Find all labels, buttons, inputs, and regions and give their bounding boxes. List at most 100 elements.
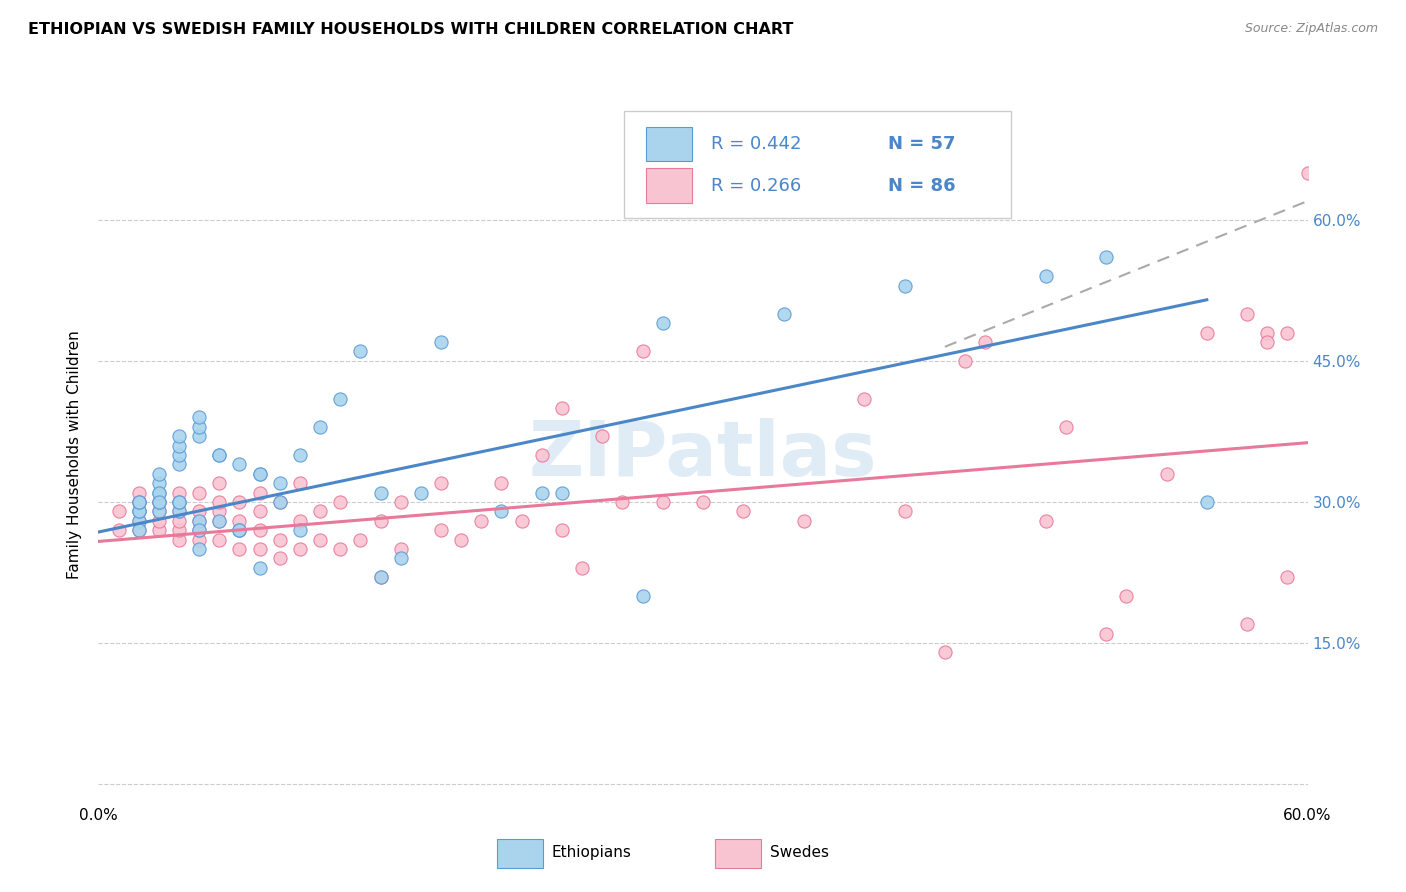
Point <box>772 307 794 321</box>
Point <box>148 467 170 481</box>
Text: R = 0.266: R = 0.266 <box>711 177 801 194</box>
Point <box>450 533 472 547</box>
Point <box>249 467 271 481</box>
Point <box>249 560 271 574</box>
Point <box>148 495 170 509</box>
Point <box>128 495 150 509</box>
Point <box>148 485 170 500</box>
Point <box>974 335 997 350</box>
Point <box>228 523 250 537</box>
Text: Swedes: Swedes <box>769 846 828 861</box>
Point <box>1236 307 1258 321</box>
Point <box>228 541 250 556</box>
Point <box>733 504 755 518</box>
Point <box>491 476 513 491</box>
Point <box>128 523 150 537</box>
Point <box>631 344 654 359</box>
Point <box>591 429 613 443</box>
Point <box>208 514 231 528</box>
Point <box>370 570 392 584</box>
Point <box>128 504 150 518</box>
Point <box>249 467 271 481</box>
Point <box>510 514 533 528</box>
Point <box>430 523 453 537</box>
Text: R = 0.442: R = 0.442 <box>711 135 801 153</box>
FancyBboxPatch shape <box>647 127 692 161</box>
Text: Source: ZipAtlas.com: Source: ZipAtlas.com <box>1244 22 1378 36</box>
Point <box>1054 419 1077 434</box>
Point <box>167 514 190 528</box>
Point <box>148 523 170 537</box>
Point <box>128 495 150 509</box>
Point <box>631 589 654 603</box>
Point <box>167 438 190 452</box>
Point <box>167 504 190 518</box>
Point <box>128 485 150 500</box>
Point <box>491 504 513 518</box>
Point <box>329 541 352 556</box>
Point <box>1156 467 1178 481</box>
Point <box>208 448 231 462</box>
Text: Ethiopians: Ethiopians <box>553 846 631 861</box>
Point <box>208 476 231 491</box>
Point <box>953 354 976 368</box>
Point <box>228 523 250 537</box>
Point <box>208 448 231 462</box>
Point <box>530 485 553 500</box>
Point <box>228 523 250 537</box>
Point <box>249 523 271 537</box>
Point <box>148 495 170 509</box>
Point <box>309 533 332 547</box>
Point <box>167 429 190 443</box>
Text: N = 57: N = 57 <box>889 135 956 153</box>
Point <box>1236 617 1258 632</box>
Point <box>269 533 291 547</box>
Point <box>148 495 170 509</box>
Point <box>269 495 291 509</box>
Point <box>269 495 291 509</box>
Point <box>1035 269 1057 284</box>
Point <box>288 523 311 537</box>
Point <box>349 533 371 547</box>
Point <box>249 541 271 556</box>
Point <box>1256 326 1278 340</box>
Point <box>934 645 956 659</box>
Point <box>128 495 150 509</box>
Point <box>148 514 170 528</box>
Point <box>893 504 915 518</box>
Point <box>389 495 412 509</box>
Point <box>692 495 714 509</box>
Point <box>249 504 271 518</box>
Point <box>188 410 211 425</box>
Point <box>551 401 574 415</box>
Point <box>188 514 211 528</box>
Point <box>269 551 291 566</box>
Point <box>651 495 673 509</box>
Text: ZIPatlas: ZIPatlas <box>529 418 877 491</box>
Point <box>893 278 915 293</box>
Point <box>208 533 231 547</box>
Point <box>1095 251 1118 265</box>
Point <box>188 429 211 443</box>
Point <box>370 485 392 500</box>
Point <box>167 448 190 462</box>
Point <box>167 533 190 547</box>
Point <box>228 495 250 509</box>
Point <box>167 495 190 509</box>
Point <box>349 344 371 359</box>
Point <box>389 551 412 566</box>
Point <box>107 504 129 518</box>
Point <box>288 476 311 491</box>
Point <box>1256 335 1278 350</box>
Point <box>309 419 332 434</box>
Point <box>148 476 170 491</box>
Point <box>470 514 492 528</box>
Point <box>188 504 211 518</box>
Point <box>128 514 150 528</box>
Point <box>1277 326 1299 340</box>
FancyBboxPatch shape <box>716 839 761 868</box>
Point <box>612 495 634 509</box>
Point <box>1296 166 1319 180</box>
Point <box>208 514 231 528</box>
Point <box>188 523 211 537</box>
